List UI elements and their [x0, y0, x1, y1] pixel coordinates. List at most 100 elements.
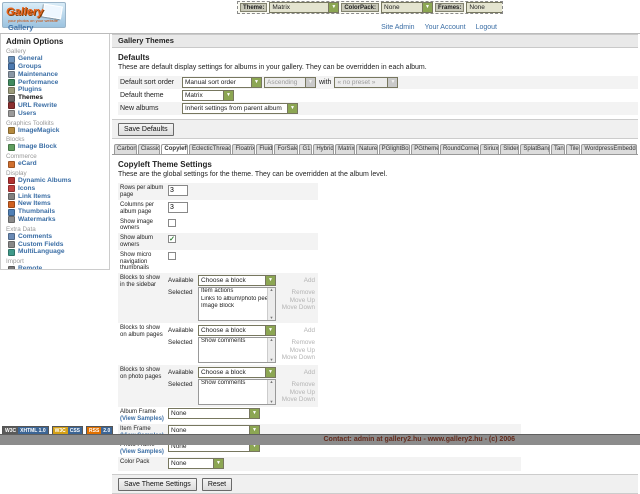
rows-per-album-page-input[interactable] — [168, 185, 188, 197]
move-down-button[interactable]: Move Down — [281, 354, 315, 362]
sidebar-item-themes[interactable]: Themes — [6, 94, 109, 102]
add-button[interactable]: Add — [303, 277, 315, 285]
sidebar-title: Admin Options — [6, 37, 64, 46]
tab-forsale[interactable]: ForSale — [274, 144, 299, 155]
scroll-down-icon[interactable]: ▼ — [269, 398, 274, 404]
columns-per-album-page-input[interactable] — [168, 202, 188, 214]
tab-siriux[interactable]: Siriux — [480, 144, 500, 155]
selected-blocks-list[interactable]: Show comments ▲ ▼ — [198, 379, 276, 406]
site-admin-link[interactable]: Site Admin — [381, 24, 415, 31]
sidebar-item-comments[interactable]: Comments — [6, 233, 109, 241]
sidebar-item-dynamic-albums[interactable]: Dynamic Albums — [6, 177, 109, 185]
tab-carbon[interactable]: Carbon — [114, 144, 137, 155]
show-image-owners-checkbox[interactable] — [168, 218, 176, 227]
tab-tan[interactable]: Tan — [551, 144, 566, 155]
colorpack-select[interactable]: None ▼ — [381, 2, 434, 13]
tab-copyleft[interactable]: Copyleft — [161, 144, 188, 155]
scroll-up-icon[interactable]: ▲ — [269, 337, 274, 343]
move-down-button[interactable]: Move Down — [281, 304, 315, 312]
sidebar-item-general[interactable]: General — [6, 55, 109, 63]
view-samples-link[interactable]: (View Samples) — [120, 416, 164, 423]
scrollbar[interactable]: ▲ ▼ — [267, 337, 275, 363]
save-theme-settings-button[interactable]: Save Theme Settings — [118, 477, 197, 491]
tab-wordpressembedded[interactable]: WordpressEmbedded — [581, 144, 637, 155]
selected-blocks-list[interactable]: Show comments ▲ ▼ — [198, 337, 276, 364]
frames-select[interactable]: None▼ — [466, 2, 502, 13]
list-item[interactable]: Item actions — [201, 288, 234, 295]
list-item[interactable]: Show comments — [201, 380, 246, 387]
tab-g1[interactable]: G1 — [299, 144, 313, 155]
new-albums-select[interactable]: Inherit settings from parent album ▼ — [182, 103, 298, 115]
theme-select[interactable]: Matrix ▼ — [269, 2, 340, 13]
dropdown-arrow-icon: ▼ — [223, 91, 233, 101]
move-up-button[interactable]: Move Up — [289, 388, 315, 396]
sidebar-item-new-items[interactable]: New Items — [6, 200, 109, 208]
move-up-button[interactable]: Move Up — [289, 346, 315, 354]
your-account-link[interactable]: Your Account — [424, 24, 466, 31]
tab-pglightbox[interactable]: PGlightBox — [378, 144, 411, 155]
add-button[interactable]: Add — [303, 327, 315, 335]
sidebar-item-icons[interactable]: Icons — [6, 185, 109, 193]
choose-block-select[interactable]: Choose a block ▼ — [198, 367, 276, 379]
show-album-owners-checkbox[interactable]: ✓ — [168, 235, 176, 244]
color-pack-select[interactable]: None ▼ — [168, 458, 224, 470]
tab-fluid[interactable]: Fluid — [256, 144, 274, 155]
tab-pgtheme[interactable]: PGtheme — [411, 144, 439, 155]
list-item[interactable]: Links to album/photo peers — [201, 295, 268, 302]
choose-block-select[interactable]: Choose a block ▼ — [198, 325, 276, 337]
tab-eclecticthreads[interactable]: EclecticThreads — [188, 144, 232, 155]
default-sort-order-select[interactable]: Manual sort order ▼ — [182, 77, 262, 89]
reset-button[interactable]: Reset — [201, 477, 233, 491]
remove-button[interactable]: Remove — [291, 381, 315, 389]
sidebar-item-url-rewrite[interactable]: URL Rewrite — [6, 102, 109, 110]
scroll-down-icon[interactable]: ▼ — [269, 314, 274, 320]
sidebar-item-custom-fields[interactable]: Custom Fields — [6, 241, 109, 249]
sidebar-item-thumbnails[interactable]: Thumbnails — [6, 208, 109, 216]
breadcrumb-gallery-link[interactable]: Gallery — [8, 23, 34, 32]
tab-classic[interactable]: Classic — [137, 144, 161, 155]
tab-roundcorners[interactable]: RoundCorners — [439, 144, 480, 155]
remove-button[interactable]: Remove — [291, 289, 315, 297]
sidebar-item-plugins[interactable]: Plugins — [6, 86, 109, 94]
show-micro-navigation-thumbnails-checkbox[interactable] — [168, 251, 176, 260]
sidebar-item-image-block[interactable]: Image Block — [6, 143, 109, 151]
dropdown-arrow-icon: ▼ — [213, 459, 223, 469]
sidebar-item-groups[interactable]: Groups — [6, 63, 109, 71]
list-item[interactable]: Image Block — [201, 303, 235, 310]
tab-matrix[interactable]: Matrix — [335, 144, 356, 155]
sidebar-item-performance[interactable]: Performance — [6, 79, 109, 87]
remove-button[interactable]: Remove — [291, 339, 315, 347]
scroll-down-icon[interactable]: ▼ — [269, 356, 274, 362]
album-frame-select[interactable]: None ▼ — [168, 408, 260, 420]
tab-splatbang[interactable]: SplatBang — [520, 144, 551, 155]
sidebar-item-users[interactable]: Users — [6, 110, 109, 118]
tab-floatrix[interactable]: Floatrix — [232, 144, 256, 155]
default-theme-select[interactable]: Matrix ▼ — [182, 90, 234, 102]
logout-link[interactable]: Logout — [475, 24, 497, 31]
sidebar-item-watermarks[interactable]: Watermarks — [6, 216, 109, 224]
move-down-button[interactable]: Move Down — [281, 396, 315, 404]
save-defaults-button[interactable]: Save Defaults — [118, 122, 174, 136]
sidebar-item-imagemagick[interactable]: ImageMagick — [6, 127, 109, 135]
scrollbar[interactable]: ▲ ▼ — [267, 379, 275, 405]
view-samples-link[interactable]: (View Samples) — [120, 449, 164, 456]
tab-hybrid[interactable]: Hybrid — [313, 144, 335, 155]
tab-slider[interactable]: Slider — [500, 144, 520, 155]
sidebar-item-multilanguage[interactable]: MultiLanguage — [6, 248, 109, 256]
tab-tile[interactable]: Tile — [566, 144, 581, 155]
choose-block-select[interactable]: Choose a block ▼ — [198, 275, 276, 287]
gallery-logo[interactable]: Gallery your photos on your website — [2, 2, 66, 28]
sidebar-item-remote[interactable]: Remote — [6, 265, 109, 269]
sidebar-item-label: eCard — [18, 160, 37, 168]
list-item[interactable]: Show comments — [201, 338, 246, 345]
sidebar-item-maintenance[interactable]: Maintenance — [6, 71, 109, 79]
tab-nature[interactable]: Nature — [356, 144, 378, 155]
sidebar-item-ecard[interactable]: eCard — [6, 160, 109, 168]
sidebar-item-link-items[interactable]: Link Items — [6, 193, 109, 201]
scroll-up-icon[interactable]: ▲ — [269, 379, 274, 385]
scroll-up-icon[interactable]: ▲ — [269, 287, 274, 293]
selected-blocks-list[interactable]: Item actions Links to album/photo peers Im… — [198, 287, 276, 322]
add-button[interactable]: Add — [303, 369, 315, 377]
move-up-button[interactable]: Move Up — [289, 296, 315, 304]
scrollbar[interactable]: ▲ ▼ — [267, 287, 275, 321]
